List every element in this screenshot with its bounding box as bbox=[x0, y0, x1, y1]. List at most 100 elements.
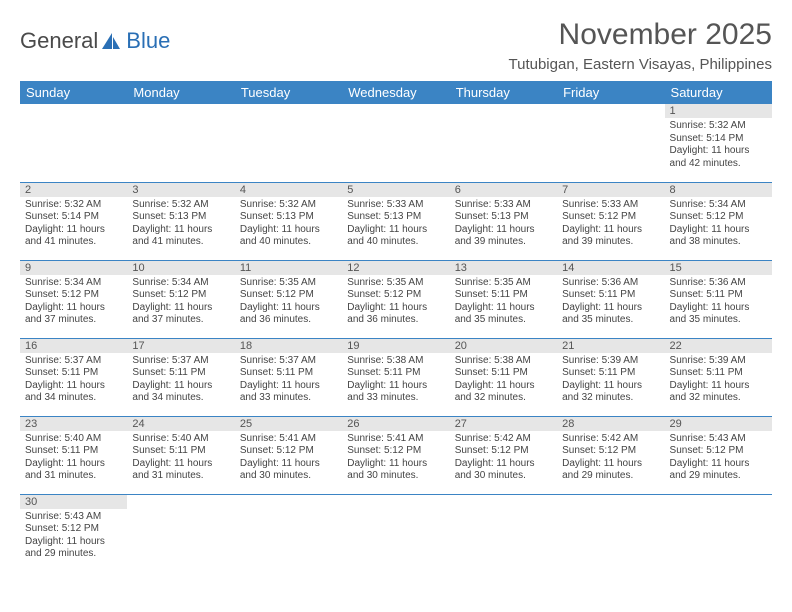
day-details: Sunrise: 5:35 AMSunset: 5:11 PMDaylight:… bbox=[450, 275, 557, 330]
sunset: Sunset: 5:12 PM bbox=[347, 445, 444, 458]
day-number: 12 bbox=[342, 261, 449, 275]
daylight: Daylight: 11 hours and 33 minutes. bbox=[347, 380, 444, 405]
sunset: Sunset: 5:11 PM bbox=[562, 289, 659, 302]
calendar-day: 13Sunrise: 5:35 AMSunset: 5:11 PMDayligh… bbox=[450, 260, 557, 338]
sunset: Sunset: 5:12 PM bbox=[455, 445, 552, 458]
daylight: Daylight: 11 hours and 30 minutes. bbox=[347, 458, 444, 483]
sunrise: Sunrise: 5:35 AM bbox=[347, 277, 444, 290]
sunset: Sunset: 5:12 PM bbox=[240, 445, 337, 458]
sunrise: Sunrise: 5:37 AM bbox=[25, 355, 122, 368]
sunset: Sunset: 5:12 PM bbox=[240, 289, 337, 302]
day-details: Sunrise: 5:39 AMSunset: 5:11 PMDaylight:… bbox=[665, 353, 772, 408]
sunrise: Sunrise: 5:34 AM bbox=[670, 199, 767, 212]
daylight: Daylight: 11 hours and 37 minutes. bbox=[25, 302, 122, 327]
calendar-day-empty bbox=[450, 494, 557, 572]
calendar-week: 16Sunrise: 5:37 AMSunset: 5:11 PMDayligh… bbox=[20, 338, 772, 416]
sunrise: Sunrise: 5:37 AM bbox=[132, 355, 229, 368]
day-number: 21 bbox=[557, 339, 664, 353]
sunset: Sunset: 5:12 PM bbox=[562, 211, 659, 224]
sunrise: Sunrise: 5:33 AM bbox=[347, 199, 444, 212]
calendar-day: 9Sunrise: 5:34 AMSunset: 5:12 PMDaylight… bbox=[20, 260, 127, 338]
calendar-day: 30Sunrise: 5:43 AMSunset: 5:12 PMDayligh… bbox=[20, 494, 127, 572]
daylight: Daylight: 11 hours and 33 minutes. bbox=[240, 380, 337, 405]
day-details: Sunrise: 5:35 AMSunset: 5:12 PMDaylight:… bbox=[235, 275, 342, 330]
day-details: Sunrise: 5:41 AMSunset: 5:12 PMDaylight:… bbox=[342, 431, 449, 486]
sunset: Sunset: 5:12 PM bbox=[347, 289, 444, 302]
weekday-header: Saturday bbox=[665, 81, 772, 104]
daylight: Daylight: 11 hours and 37 minutes. bbox=[132, 302, 229, 327]
calendar-table: SundayMondayTuesdayWednesdayThursdayFrid… bbox=[20, 81, 772, 572]
calendar-day: 2Sunrise: 5:32 AMSunset: 5:14 PMDaylight… bbox=[20, 182, 127, 260]
sunrise: Sunrise: 5:32 AM bbox=[25, 199, 122, 212]
title-block: November 2025 Tutubigan, Eastern Visayas… bbox=[509, 18, 773, 73]
daylight: Daylight: 11 hours and 35 minutes. bbox=[455, 302, 552, 327]
weekday-header: Tuesday bbox=[235, 81, 342, 104]
weekday-header: Monday bbox=[127, 81, 234, 104]
day-details: Sunrise: 5:41 AMSunset: 5:12 PMDaylight:… bbox=[235, 431, 342, 486]
calendar-day: 22Sunrise: 5:39 AMSunset: 5:11 PMDayligh… bbox=[665, 338, 772, 416]
calendar-day: 29Sunrise: 5:43 AMSunset: 5:12 PMDayligh… bbox=[665, 416, 772, 494]
day-number: 19 bbox=[342, 339, 449, 353]
day-number: 9 bbox=[20, 261, 127, 275]
calendar-day-empty bbox=[557, 104, 664, 182]
calendar-day: 24Sunrise: 5:40 AMSunset: 5:11 PMDayligh… bbox=[127, 416, 234, 494]
day-number: 1 bbox=[665, 104, 772, 118]
calendar-day: 14Sunrise: 5:36 AMSunset: 5:11 PMDayligh… bbox=[557, 260, 664, 338]
calendar-day-empty bbox=[665, 494, 772, 572]
day-number: 15 bbox=[665, 261, 772, 275]
weekday-header: Thursday bbox=[450, 81, 557, 104]
sunrise: Sunrise: 5:40 AM bbox=[132, 433, 229, 446]
sunset: Sunset: 5:11 PM bbox=[240, 367, 337, 380]
weekday-header: Friday bbox=[557, 81, 664, 104]
calendar-day: 10Sunrise: 5:34 AMSunset: 5:12 PMDayligh… bbox=[127, 260, 234, 338]
day-number: 11 bbox=[235, 261, 342, 275]
sunrise: Sunrise: 5:34 AM bbox=[25, 277, 122, 290]
day-details: Sunrise: 5:34 AMSunset: 5:12 PMDaylight:… bbox=[20, 275, 127, 330]
day-number: 4 bbox=[235, 183, 342, 197]
day-number: 20 bbox=[450, 339, 557, 353]
day-details: Sunrise: 5:33 AMSunset: 5:13 PMDaylight:… bbox=[342, 197, 449, 252]
calendar-day-empty bbox=[450, 104, 557, 182]
daylight: Daylight: 11 hours and 40 minutes. bbox=[240, 224, 337, 249]
day-number: 29 bbox=[665, 417, 772, 431]
daylight: Daylight: 11 hours and 32 minutes. bbox=[670, 380, 767, 405]
daylight: Daylight: 11 hours and 34 minutes. bbox=[132, 380, 229, 405]
sunrise: Sunrise: 5:43 AM bbox=[25, 511, 122, 524]
daylight: Daylight: 11 hours and 41 minutes. bbox=[132, 224, 229, 249]
day-number: 5 bbox=[342, 183, 449, 197]
logo-text-1: General bbox=[20, 28, 98, 54]
page-title: November 2025 bbox=[509, 18, 773, 52]
day-details: Sunrise: 5:32 AMSunset: 5:13 PMDaylight:… bbox=[235, 197, 342, 252]
day-details: Sunrise: 5:43 AMSunset: 5:12 PMDaylight:… bbox=[665, 431, 772, 486]
sunrise: Sunrise: 5:32 AM bbox=[670, 120, 767, 133]
day-number: 22 bbox=[665, 339, 772, 353]
day-number: 23 bbox=[20, 417, 127, 431]
calendar-day: 15Sunrise: 5:36 AMSunset: 5:11 PMDayligh… bbox=[665, 260, 772, 338]
day-details: Sunrise: 5:40 AMSunset: 5:11 PMDaylight:… bbox=[20, 431, 127, 486]
day-number: 13 bbox=[450, 261, 557, 275]
day-details: Sunrise: 5:33 AMSunset: 5:12 PMDaylight:… bbox=[557, 197, 664, 252]
day-number: 25 bbox=[235, 417, 342, 431]
day-details: Sunrise: 5:37 AMSunset: 5:11 PMDaylight:… bbox=[20, 353, 127, 408]
day-details: Sunrise: 5:42 AMSunset: 5:12 PMDaylight:… bbox=[557, 431, 664, 486]
day-details: Sunrise: 5:42 AMSunset: 5:12 PMDaylight:… bbox=[450, 431, 557, 486]
sunrise: Sunrise: 5:39 AM bbox=[562, 355, 659, 368]
day-number: 7 bbox=[557, 183, 664, 197]
day-number: 26 bbox=[342, 417, 449, 431]
day-details: Sunrise: 5:40 AMSunset: 5:11 PMDaylight:… bbox=[127, 431, 234, 486]
day-number: 18 bbox=[235, 339, 342, 353]
calendar-day: 4Sunrise: 5:32 AMSunset: 5:13 PMDaylight… bbox=[235, 182, 342, 260]
calendar-day-empty bbox=[235, 104, 342, 182]
calendar-day: 3Sunrise: 5:32 AMSunset: 5:13 PMDaylight… bbox=[127, 182, 234, 260]
sunrise: Sunrise: 5:40 AM bbox=[25, 433, 122, 446]
daylight: Daylight: 11 hours and 30 minutes. bbox=[455, 458, 552, 483]
daylight: Daylight: 11 hours and 32 minutes. bbox=[562, 380, 659, 405]
day-details: Sunrise: 5:36 AMSunset: 5:11 PMDaylight:… bbox=[557, 275, 664, 330]
day-number: 16 bbox=[20, 339, 127, 353]
calendar-day: 28Sunrise: 5:42 AMSunset: 5:12 PMDayligh… bbox=[557, 416, 664, 494]
sunset: Sunset: 5:11 PM bbox=[670, 367, 767, 380]
day-details: Sunrise: 5:32 AMSunset: 5:14 PMDaylight:… bbox=[665, 118, 772, 173]
day-number: 27 bbox=[450, 417, 557, 431]
day-details: Sunrise: 5:36 AMSunset: 5:11 PMDaylight:… bbox=[665, 275, 772, 330]
daylight: Daylight: 11 hours and 32 minutes. bbox=[455, 380, 552, 405]
